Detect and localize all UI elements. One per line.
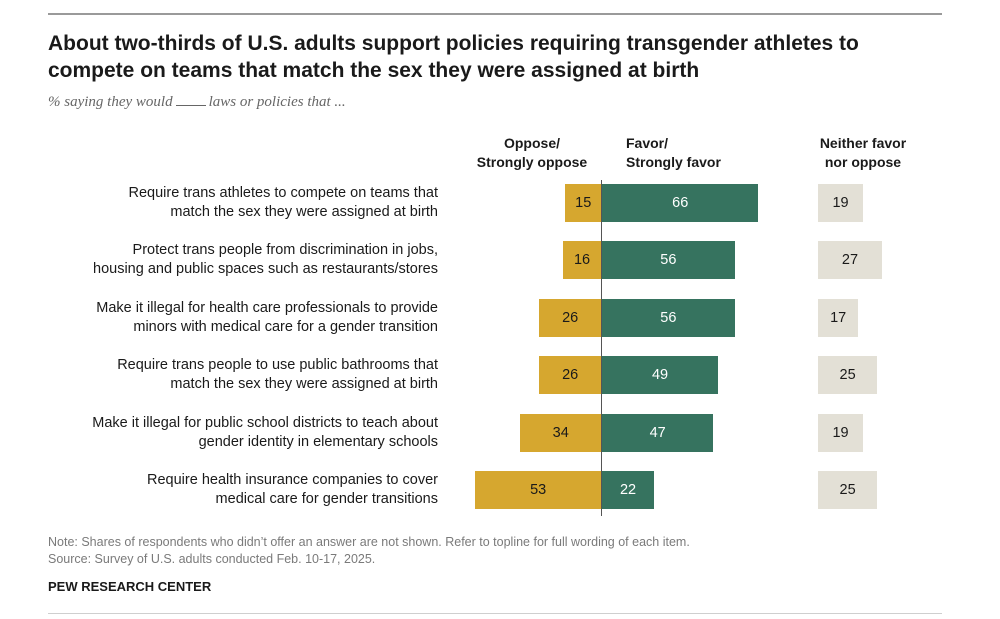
neither-header-line-2: nor oppose: [824, 154, 902, 170]
chart-subtitle: % saying they would laws or policies that…: [48, 94, 346, 111]
neither-header: Neither favor nor oppose: [800, 134, 926, 172]
oppose-bar: 26: [539, 356, 601, 395]
row-label-line: housing and public spaces such as restau…: [93, 261, 438, 278]
favor-bar: 47: [602, 413, 714, 452]
row-label-line: match the sex they were assigned at birt…: [170, 376, 438, 393]
neither-value-label: 19: [832, 195, 849, 211]
favor-header-line-1: Favor/: [626, 135, 669, 151]
subtitle-before: % saying they would: [48, 94, 173, 110]
favor-value-label: 47: [649, 424, 666, 441]
favor-bar: 56: [602, 298, 735, 337]
favor-value-label: 56: [660, 252, 677, 269]
neither-bar: 25: [818, 356, 878, 395]
row-label-line: gender identity in elementary schools: [198, 433, 438, 450]
neither-value-label: 27: [841, 252, 859, 269]
row-label-line: match the sex they were assigned at birt…: [170, 204, 438, 220]
neither-header-line-1: Neither favor: [819, 135, 907, 151]
row-label: Require health insurance companies to co…: [18, 471, 438, 509]
subtitle-after: laws or policies that ...: [208, 94, 346, 110]
favor-value-label: 49: [651, 367, 669, 384]
oppose-value-label: 34: [552, 424, 569, 441]
row-label-line: Require trans athletes to compete on tea…: [128, 185, 438, 201]
row-label-line: medical care for gender transitions: [215, 491, 438, 507]
subtitle-blank: [175, 95, 206, 106]
favor-value-label: 66: [672, 195, 689, 211]
oppose-value-label: 15: [575, 195, 592, 211]
neither-value-label: 25: [839, 482, 856, 498]
oppose-bar: 34: [520, 413, 601, 452]
row-label-line: Require trans people to use public bathr…: [117, 357, 438, 374]
neither-bar: 17: [818, 298, 859, 337]
neither-value-label: 17: [830, 309, 847, 326]
row-label: Protect trans people from discrimination…: [18, 241, 438, 279]
favor-value-label: 22: [619, 482, 637, 498]
oppose-value-label: 26: [562, 367, 579, 384]
neither-value-label: 25: [839, 367, 856, 384]
row-label: Require trans people to use public bathr…: [18, 356, 438, 394]
oppose-header-line-2: Strongly oppose: [476, 154, 588, 170]
row-label-line: Protect trans people from discrimination…: [132, 242, 438, 259]
oppose-value-label: 53: [530, 482, 547, 498]
neither-bar: 19: [818, 413, 864, 452]
neither-bar: 25: [818, 471, 878, 509]
oppose-header: Oppose/ Strongly oppose: [472, 134, 592, 172]
oppose-bar: 16: [563, 241, 601, 280]
favor-bar: 66: [602, 184, 759, 222]
favor-value-label: 56: [660, 309, 677, 326]
brand-wordmark: PEW RESEARCH CENTER: [48, 579, 212, 594]
oppose-bar: 26: [539, 298, 601, 337]
favor-header: Favor/ Strongly favor: [626, 134, 766, 172]
favor-bar: 56: [602, 241, 735, 280]
note-text: Note: Shares of respondents who didn’t o…: [48, 535, 690, 549]
oppose-header-line-1: Oppose/: [503, 135, 560, 151]
row-label-line: Make it illegal for health care professi…: [96, 299, 438, 316]
top-rule: [48, 13, 942, 15]
row-label-line: minors with medical care for a gender tr…: [133, 318, 438, 335]
row-label: Require trans athletes to compete on tea…: [18, 184, 438, 222]
source-text: Source: Survey of U.S. adults conducted …: [48, 552, 376, 566]
zero-axis-line: [601, 180, 602, 516]
favor-header-line-2: Strongly favor: [626, 154, 721, 170]
oppose-bar: 15: [565, 184, 601, 222]
row-label-line: Require health insurance companies to co…: [147, 472, 438, 488]
oppose-value-label: 16: [573, 252, 591, 269]
row-label: Make it illegal for health care professi…: [18, 299, 438, 337]
footnotes: Note: Shares of respondents who didn’t o…: [48, 534, 690, 568]
neither-value-label: 19: [832, 424, 849, 441]
oppose-value-label: 26: [562, 309, 579, 326]
favor-bar: 22: [602, 471, 655, 509]
oppose-bar: 53: [475, 471, 601, 509]
row-label: Make it illegal for public school distri…: [18, 414, 438, 452]
bottom-rule: [48, 613, 942, 614]
chart-title: About two-thirds of U.S. adults support …: [48, 32, 859, 82]
neither-bar: 19: [818, 184, 864, 222]
favor-bar: 49: [602, 356, 719, 395]
neither-bar: 27: [818, 241, 882, 280]
row-label-line: Make it illegal for public school distri…: [92, 414, 438, 431]
